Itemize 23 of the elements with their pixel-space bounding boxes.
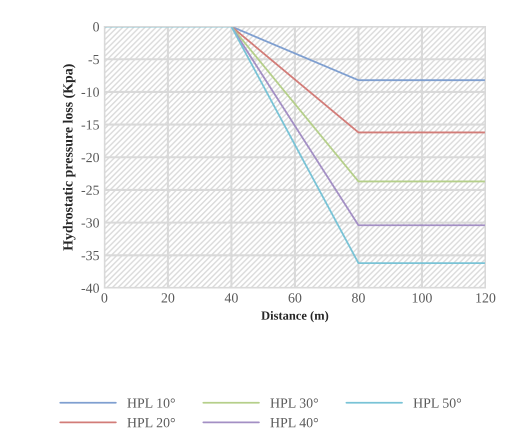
x-tick-label: 0: [101, 293, 108, 303]
x-tick-label: 80: [352, 293, 365, 303]
x-tick-label: 40: [224, 293, 238, 303]
y-tick-label: -35: [82, 250, 99, 260]
y-axis-title: Hydrostatic pressure loss (Kpa): [62, 64, 76, 251]
legend-label: HPL 30°: [270, 398, 318, 408]
x-tick-label: 100: [412, 293, 432, 303]
legend-label: HPL 10°: [127, 398, 175, 408]
y-tick-label: -20: [82, 152, 100, 162]
y-tick-label: 0: [93, 22, 100, 32]
y-tick-label: -40: [82, 284, 100, 293]
legend-label: HPL 40°: [270, 418, 318, 428]
y-tick-label: -25: [82, 186, 99, 195]
y-tick-label: -15: [82, 120, 99, 130]
x-tick-label: 120: [476, 293, 496, 303]
x-tick-label: 60: [288, 293, 302, 303]
y-tick-label: -10: [82, 88, 100, 97]
legend-label: HPL 50°: [413, 398, 462, 408]
y-tick-label: -30: [82, 218, 100, 228]
x-tick-label: 20: [162, 293, 174, 303]
legend-label: HPL 20°: [127, 418, 175, 428]
x-axis-title: Distance (m): [261, 310, 328, 322]
y-tick-label: -5: [88, 54, 99, 64]
